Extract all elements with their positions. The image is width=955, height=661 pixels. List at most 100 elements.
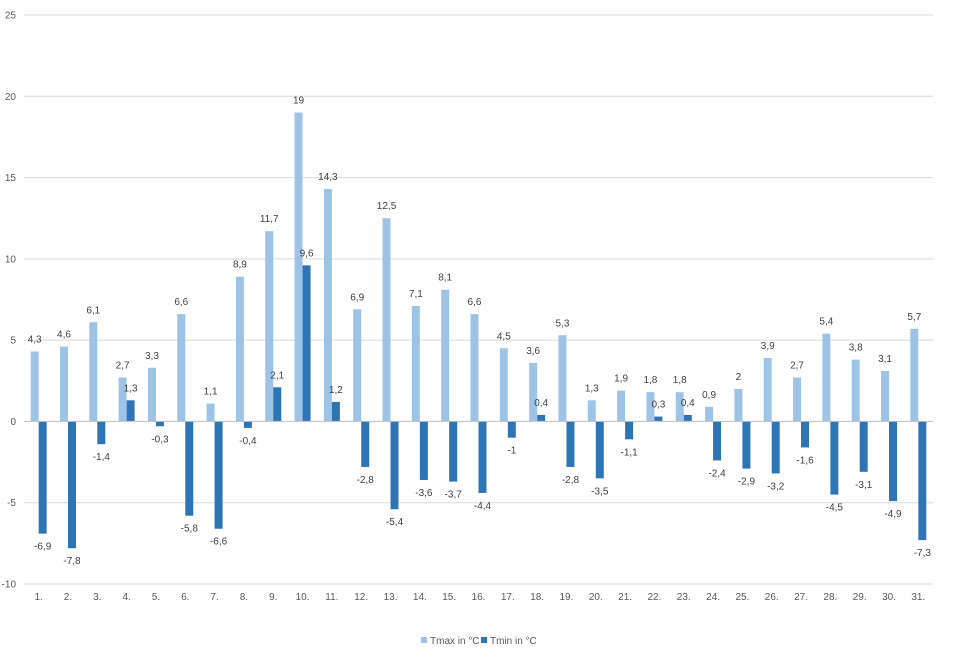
data-label-tmax-25: 2 — [736, 372, 742, 383]
x-tick-label: 31. — [911, 592, 925, 603]
y-tick-label: 5 — [10, 336, 16, 347]
data-label-tmin-7: -6,6 — [210, 537, 228, 548]
x-tick-label: 6. — [181, 592, 189, 603]
data-label-tmax-19: 5,3 — [556, 318, 570, 329]
bar-tmin-10 — [302, 265, 311, 422]
bar-tmax-14 — [411, 306, 420, 422]
data-label-tmax-14: 7,1 — [409, 289, 423, 300]
data-label-tmin-28: -4,5 — [826, 503, 844, 514]
bar-tmin-27 — [801, 421, 810, 448]
data-label-tmax-26: 3,9 — [761, 341, 775, 352]
x-tick-label: 9. — [269, 592, 277, 603]
bar-tmin-19 — [566, 421, 575, 467]
data-label-tmin-3: -1,4 — [93, 452, 111, 463]
data-label-tmax-31: 5,7 — [907, 312, 921, 323]
legend-label-tmin: Tmin in °C — [490, 636, 537, 647]
data-label-tmax-23: 1,8 — [673, 375, 687, 386]
bar-tmin-9 — [273, 387, 282, 422]
x-tick-label: 5. — [152, 592, 160, 603]
x-tick-label: 14. — [413, 592, 427, 603]
x-tick-label: 26. — [765, 592, 779, 603]
x-tick-label: 15. — [442, 592, 456, 603]
bar-tmax-7 — [206, 403, 215, 422]
bar-tmax-19 — [558, 335, 567, 422]
data-label-tmin-2: -7,8 — [63, 556, 81, 567]
data-label-tmax-27: 2,7 — [790, 361, 804, 372]
bar-tmax-8 — [235, 276, 244, 422]
x-tick-label: 25. — [735, 592, 749, 603]
data-label-tmax-29: 3,8 — [849, 343, 863, 354]
bar-tmin-31 — [918, 421, 927, 541]
legend-swatch-tmax — [421, 637, 427, 643]
data-label-tmin-31: -7,3 — [914, 548, 932, 559]
x-tick-label: 23. — [677, 592, 691, 603]
bar-tmax-1 — [30, 351, 39, 422]
data-label-tmin-14: -3,6 — [415, 488, 433, 499]
x-tick-label: 24. — [706, 592, 720, 603]
bar-tmin-12 — [361, 421, 370, 467]
legend: Tmax in °C Tmin in °C — [421, 636, 537, 647]
bar-tmax-31 — [910, 328, 919, 422]
data-label-tmin-25: -2,9 — [738, 477, 756, 488]
x-tick-label: 17. — [501, 592, 515, 603]
data-label-tmin-8: -0,4 — [239, 436, 257, 447]
data-label-tmax-11: 14,3 — [318, 172, 338, 183]
data-label-tmax-1: 4,3 — [28, 335, 42, 346]
data-label-tmin-12: -2,8 — [357, 475, 375, 486]
y-tick-label: 10 — [5, 254, 17, 265]
data-label-tmin-4: 1,3 — [124, 383, 138, 394]
bar-tmax-9 — [265, 231, 274, 422]
bar-tmax-27 — [793, 377, 802, 422]
bar-tmin-26 — [771, 421, 780, 474]
data-label-tmin-19: -2,8 — [562, 475, 580, 486]
x-tick-label: 4. — [122, 592, 130, 603]
data-label-tmin-30: -4,9 — [884, 509, 902, 520]
data-label-tmax-4: 2,7 — [116, 361, 130, 372]
bar-tmin-2 — [67, 421, 76, 549]
x-tick-label: 16. — [472, 592, 486, 603]
data-label-tmin-26: -3,2 — [767, 481, 785, 492]
y-tick-label: 25 — [5, 11, 17, 22]
data-label-tmax-20: 1,3 — [585, 383, 599, 394]
x-tick-label: 21. — [618, 592, 632, 603]
bar-tmax-30 — [881, 371, 890, 422]
data-label-tmin-27: -1,6 — [796, 455, 814, 466]
bar-tmax-22 — [646, 392, 655, 422]
data-label-tmin-17: -1 — [507, 446, 516, 457]
bar-tmax-11 — [323, 188, 332, 422]
data-label-tmin-15: -3,7 — [445, 490, 463, 501]
x-tick-label: 29. — [853, 592, 867, 603]
bar-tmax-26 — [763, 358, 772, 422]
data-label-tmax-22: 1,8 — [643, 375, 657, 386]
bar-tmax-2 — [59, 346, 68, 422]
x-tick-label: 13. — [384, 592, 398, 603]
data-label-tmax-6: 6,6 — [174, 297, 188, 308]
y-tick-label: -10 — [2, 580, 17, 591]
bar-tmin-5 — [155, 421, 164, 427]
bar-tmax-4 — [118, 377, 127, 422]
x-tick-label: 2. — [64, 592, 72, 603]
y-tick-label: -5 — [7, 498, 16, 509]
bar-tmin-24 — [713, 421, 722, 461]
bar-tmax-23 — [675, 392, 684, 422]
bar-tmax-21 — [617, 390, 626, 422]
bar-tmax-17 — [499, 348, 508, 422]
data-label-tmax-2: 4,6 — [57, 330, 71, 341]
x-tick-label: 20. — [589, 592, 603, 603]
data-label-tmax-7: 1,1 — [204, 387, 218, 398]
bar-tmin-20 — [595, 421, 604, 479]
bar-tmax-25 — [734, 388, 743, 422]
bars — [30, 112, 927, 549]
data-label-tmax-28: 5,4 — [819, 317, 833, 328]
data-label-tmax-30: 3,1 — [878, 354, 892, 365]
data-label-tmax-5: 3,3 — [145, 351, 159, 362]
data-label-tmax-18: 3,6 — [526, 346, 540, 357]
x-tick-label: 3. — [93, 592, 101, 603]
bar-tmax-10 — [294, 112, 303, 422]
x-tick-label: 1. — [34, 592, 42, 603]
bar-tmin-6 — [185, 421, 194, 516]
bar-tmax-5 — [147, 367, 156, 422]
data-label-tmin-23: 0,4 — [681, 398, 695, 409]
x-tick-label: 19. — [560, 592, 574, 603]
